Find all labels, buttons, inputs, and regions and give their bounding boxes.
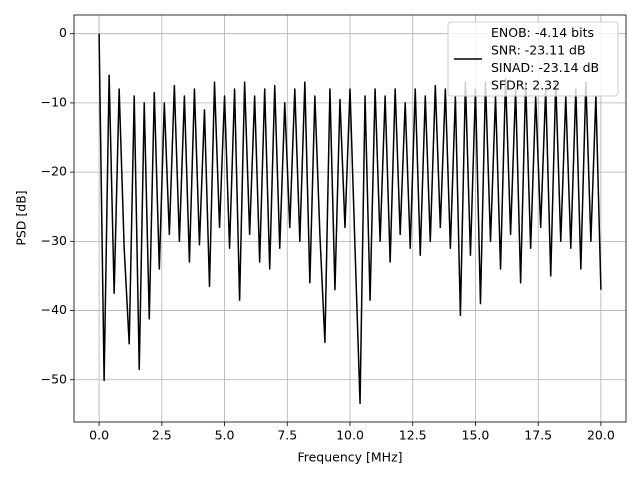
x-tick-label: 12.5 <box>399 428 427 443</box>
y-tick-label: 0 <box>59 25 67 40</box>
y-tick-label: −40 <box>41 302 67 317</box>
x-tick-label: 20.0 <box>587 428 615 443</box>
plot-frame <box>73 14 627 423</box>
x-tick-label: 10.0 <box>336 428 364 443</box>
legend: ENOB: -4.14 bits SNR: -23.11 dB SINAD: -23… <box>447 21 619 97</box>
x-tick-label: 0.0 <box>89 428 109 443</box>
legend-label: ENOB: -4.14 bits SNR: -23.11 dB SINAD: -23… <box>491 25 599 93</box>
y-tick-label: −50 <box>41 371 67 386</box>
x-tick-label: 17.5 <box>524 428 552 443</box>
series-line <box>98 33 602 405</box>
y-tick-label: −30 <box>41 233 67 248</box>
x-tick-label: 7.5 <box>277 428 297 443</box>
x-tick-label: 5.0 <box>215 428 235 443</box>
legend-box <box>447 21 619 97</box>
x-tick-label: 15.0 <box>462 428 490 443</box>
y-tick-label: −20 <box>41 164 67 179</box>
x-tick-label: 2.5 <box>152 428 172 443</box>
x-axis-label: Frequency [MHz] <box>297 450 402 465</box>
y-tick-label: −10 <box>41 94 67 109</box>
y-axis-label: PSD [dB] <box>14 190 29 245</box>
